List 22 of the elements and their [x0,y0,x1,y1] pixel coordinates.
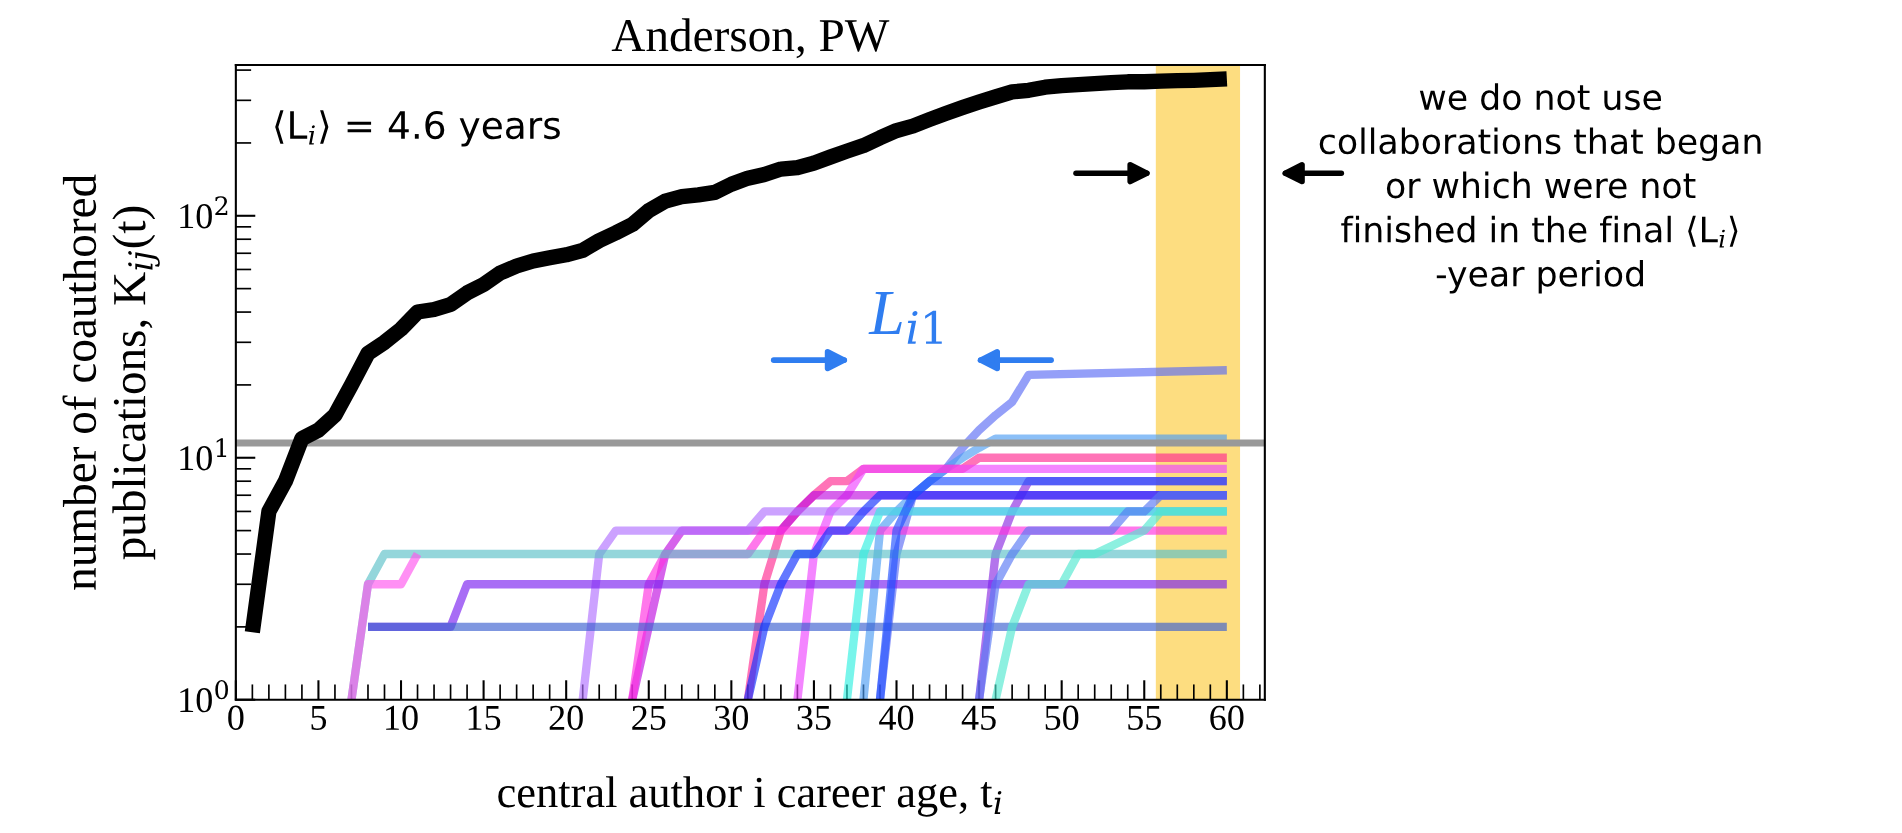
x-tick-label: 35 [797,705,831,730]
x-axis-title: central author i career age, t$_{i}$ [498,776,1002,817]
text: we do not use collaborations that began or which were not finished in the final ⟨L$_{i}$⟩ -year period [1319,83,1761,294]
x-tick-label: 20 [549,705,583,730]
annotation: L$_{i1}$ [868,292,942,344]
chart-title: Anderson, PW [611,18,890,59]
y-tick-label: 10$^{1}$ [180,438,227,471]
x-tick-label: 25 [632,705,666,730]
x-tick-label: 0 [228,705,244,730]
x-tick-label: 30 [715,705,749,730]
x-tick-label: 60 [1210,705,1244,730]
annotation: ⟨L$_{i}$⟩ = 4.6 years [275,110,560,147]
x-tick-label: 15 [468,705,501,730]
y-tick-label: 10$^{0}$ [180,680,229,713]
x-tick-label: 10 [386,705,418,730]
y-tick-label: 10$^{2}$ [180,196,228,229]
x-tick-label: 50 [1045,705,1079,730]
x-tick-label: 40 [879,705,914,730]
x-tick-label: 55 [1128,705,1161,730]
x-tick-label: 5 [311,705,327,730]
y-axis-title: number of coauthored publications, K$_{ij}$(t) [62,174,160,590]
x-tick-label: 45 [961,705,996,730]
